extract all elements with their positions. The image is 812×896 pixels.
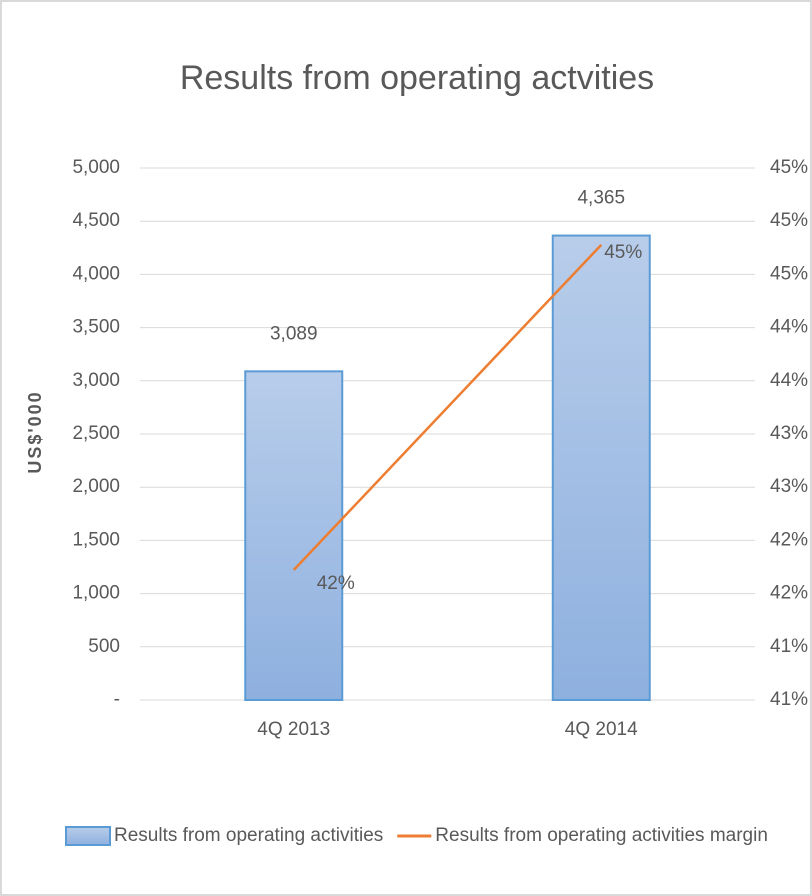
line-value-label: 45%: [604, 242, 642, 263]
y2-tick-label: 42%: [770, 583, 808, 604]
y2-tick-label: 42%: [770, 529, 808, 550]
legend-swatch: [65, 826, 111, 846]
bar: [551, 234, 651, 701]
y-tick-label: 1,000: [72, 583, 120, 604]
y2-tick-label: 44%: [770, 370, 808, 391]
chart-title: Results from operating actvities: [180, 59, 654, 97]
y2-tick-label: 45%: [770, 263, 808, 284]
y-tick-label: 3,000: [72, 370, 120, 391]
y-axis-title: US$'000: [25, 390, 45, 473]
y-tick-label: 500: [88, 636, 120, 657]
legend-label: Results from operating activities margin: [435, 825, 768, 846]
y-tick-label: 4,000: [72, 263, 120, 284]
y-tick-label: 3,500: [72, 317, 120, 338]
legend-label: Results from operating activities: [114, 825, 383, 846]
y2-tick-label: 43%: [770, 423, 808, 444]
y2-tick-label: 43%: [770, 476, 808, 497]
x-tick-label: 4Q 2013: [257, 719, 330, 740]
y-tick-label: 2,000: [72, 476, 120, 497]
y-tick-label: 4,500: [72, 210, 120, 231]
y2-tick-label: 45%: [770, 210, 808, 231]
line-value-label: 42%: [317, 573, 355, 594]
y2-tick-label: 41%: [770, 636, 808, 657]
y2-tick-label: 41%: [770, 689, 808, 710]
y2-tick-label: 45%: [770, 157, 808, 178]
y-tick-label: 1,500: [72, 529, 120, 550]
x-tick-label: 4Q 2014: [565, 719, 638, 740]
y2-tick-label: 44%: [770, 317, 808, 338]
y-tick-label: 5,000: [72, 157, 120, 178]
y-tick-label: -: [114, 689, 120, 710]
bar-value-label: 3,089: [270, 323, 318, 344]
y-tick-label: 2,500: [72, 423, 120, 444]
line: [292, 243, 603, 571]
bar-value-label: 4,365: [577, 188, 625, 209]
